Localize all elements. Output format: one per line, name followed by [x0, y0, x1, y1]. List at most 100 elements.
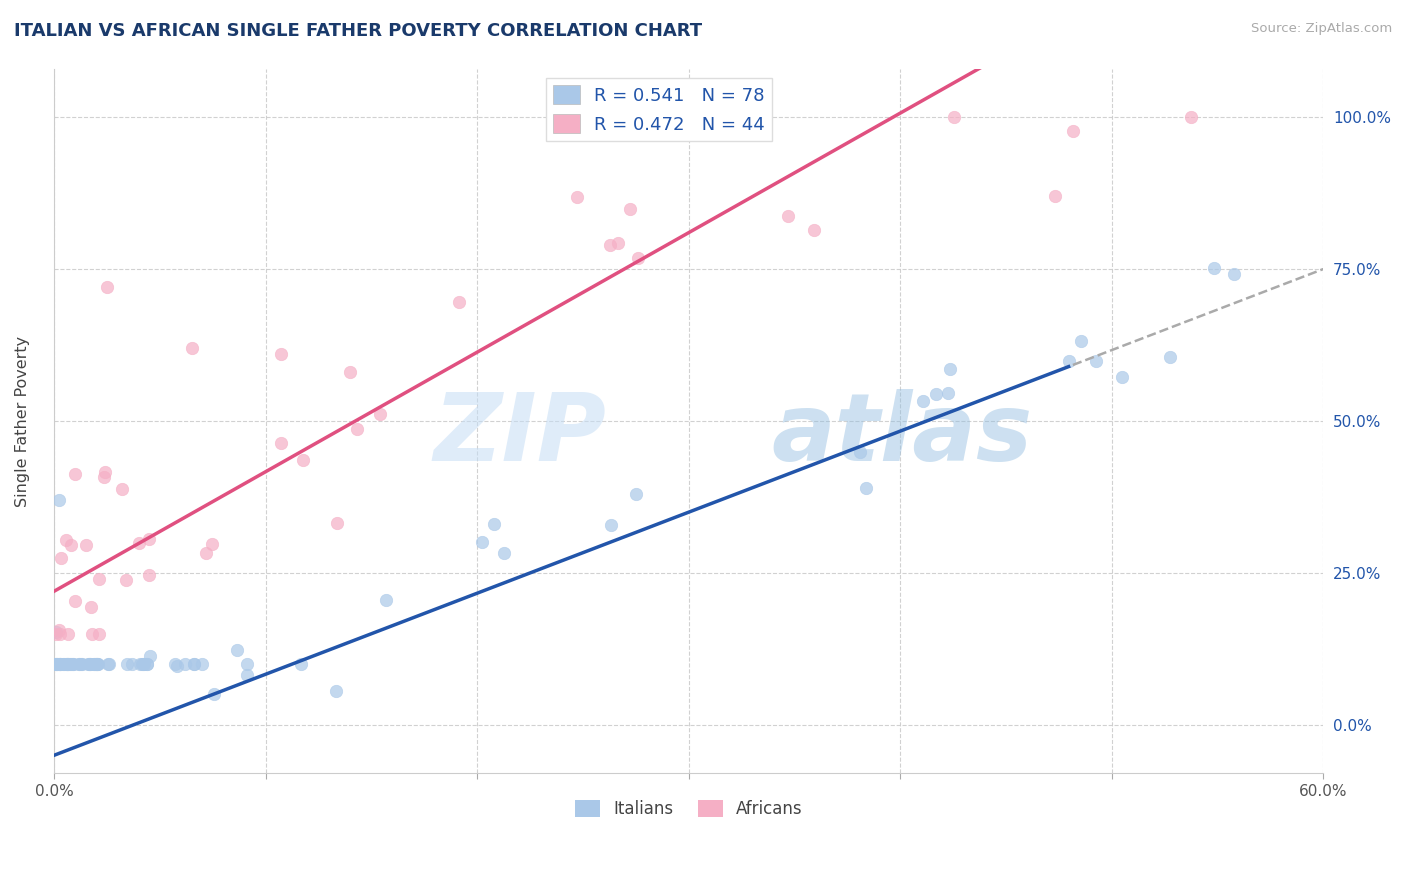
Point	[132, 657, 155, 671]
Point	[75, 538, 97, 552]
Point	[56, 626, 79, 640]
Point	[83, 657, 105, 671]
Point	[87, 657, 110, 671]
Point	[925, 387, 948, 401]
Point	[128, 657, 150, 671]
Point	[48, 624, 70, 638]
Point	[45, 657, 67, 671]
Point	[45, 626, 67, 640]
Point	[53, 657, 76, 671]
Point	[48, 493, 70, 508]
Point	[132, 657, 155, 671]
Point	[939, 361, 962, 376]
Point	[270, 436, 292, 450]
Point	[183, 657, 205, 671]
Point	[48, 657, 70, 671]
Point	[447, 295, 470, 310]
Point	[165, 657, 187, 671]
Point	[80, 600, 103, 615]
Point	[87, 626, 110, 640]
Point	[72, 657, 94, 671]
Point	[194, 546, 217, 560]
Point	[236, 667, 259, 681]
Point	[624, 487, 647, 501]
Point	[1202, 261, 1225, 276]
Point	[236, 657, 259, 671]
Point	[1223, 268, 1246, 282]
Point	[1159, 351, 1181, 365]
Point	[201, 537, 224, 551]
Text: ZIP: ZIP	[433, 389, 606, 481]
Point	[56, 657, 79, 671]
Point	[135, 657, 157, 671]
Point	[83, 657, 105, 671]
Point	[93, 465, 115, 479]
Point	[1045, 189, 1067, 203]
Point	[339, 365, 361, 379]
Point	[136, 657, 159, 671]
Point	[84, 657, 107, 671]
Point	[62, 657, 84, 671]
Point	[1070, 334, 1092, 348]
Point	[484, 517, 506, 532]
Point	[86, 657, 108, 671]
Point	[803, 223, 825, 237]
Point	[48, 657, 70, 671]
Point	[96, 280, 118, 294]
Point	[270, 347, 292, 361]
Point	[565, 190, 588, 204]
Point	[911, 393, 934, 408]
Point	[191, 657, 214, 671]
Point	[776, 210, 799, 224]
Point	[48, 657, 70, 671]
Point	[291, 453, 314, 467]
Point	[67, 657, 90, 671]
Point	[225, 643, 247, 657]
Point	[115, 657, 138, 671]
Point	[1085, 354, 1108, 368]
Point	[79, 657, 101, 671]
Point	[1111, 370, 1133, 384]
Point	[374, 592, 396, 607]
Point	[202, 687, 225, 701]
Point	[607, 236, 630, 251]
Point	[290, 657, 312, 671]
Y-axis label: Single Father Poverty: Single Father Poverty	[15, 335, 30, 507]
Point	[619, 202, 641, 216]
Point	[326, 516, 349, 531]
Point	[45, 625, 67, 640]
Point	[82, 626, 104, 640]
Point	[111, 482, 134, 496]
Point	[183, 657, 205, 671]
Point	[67, 657, 90, 671]
Point	[59, 538, 82, 552]
Point	[45, 657, 67, 671]
Point	[55, 533, 77, 547]
Point	[98, 657, 121, 671]
Point	[79, 657, 101, 671]
Point	[62, 657, 84, 671]
Point	[600, 518, 623, 533]
Point	[368, 407, 391, 421]
Point	[87, 572, 110, 586]
Point	[1062, 124, 1084, 138]
Point	[943, 110, 966, 124]
Point	[70, 657, 93, 671]
Point	[58, 657, 80, 671]
Point	[59, 657, 82, 671]
Point	[138, 532, 160, 546]
Point	[138, 567, 160, 582]
Point	[45, 657, 67, 671]
Point	[174, 657, 197, 671]
Point	[48, 657, 70, 671]
Text: atlas: atlas	[772, 389, 1032, 481]
Point	[56, 657, 79, 671]
Point	[59, 657, 82, 671]
Text: ITALIAN VS AFRICAN SINGLE FATHER POVERTY CORRELATION CHART: ITALIAN VS AFRICAN SINGLE FATHER POVERTY…	[14, 22, 702, 40]
Point	[936, 385, 959, 400]
Point	[51, 657, 73, 671]
Point	[97, 657, 120, 671]
Point	[115, 573, 138, 587]
Point	[1180, 110, 1202, 124]
Point	[49, 550, 72, 565]
